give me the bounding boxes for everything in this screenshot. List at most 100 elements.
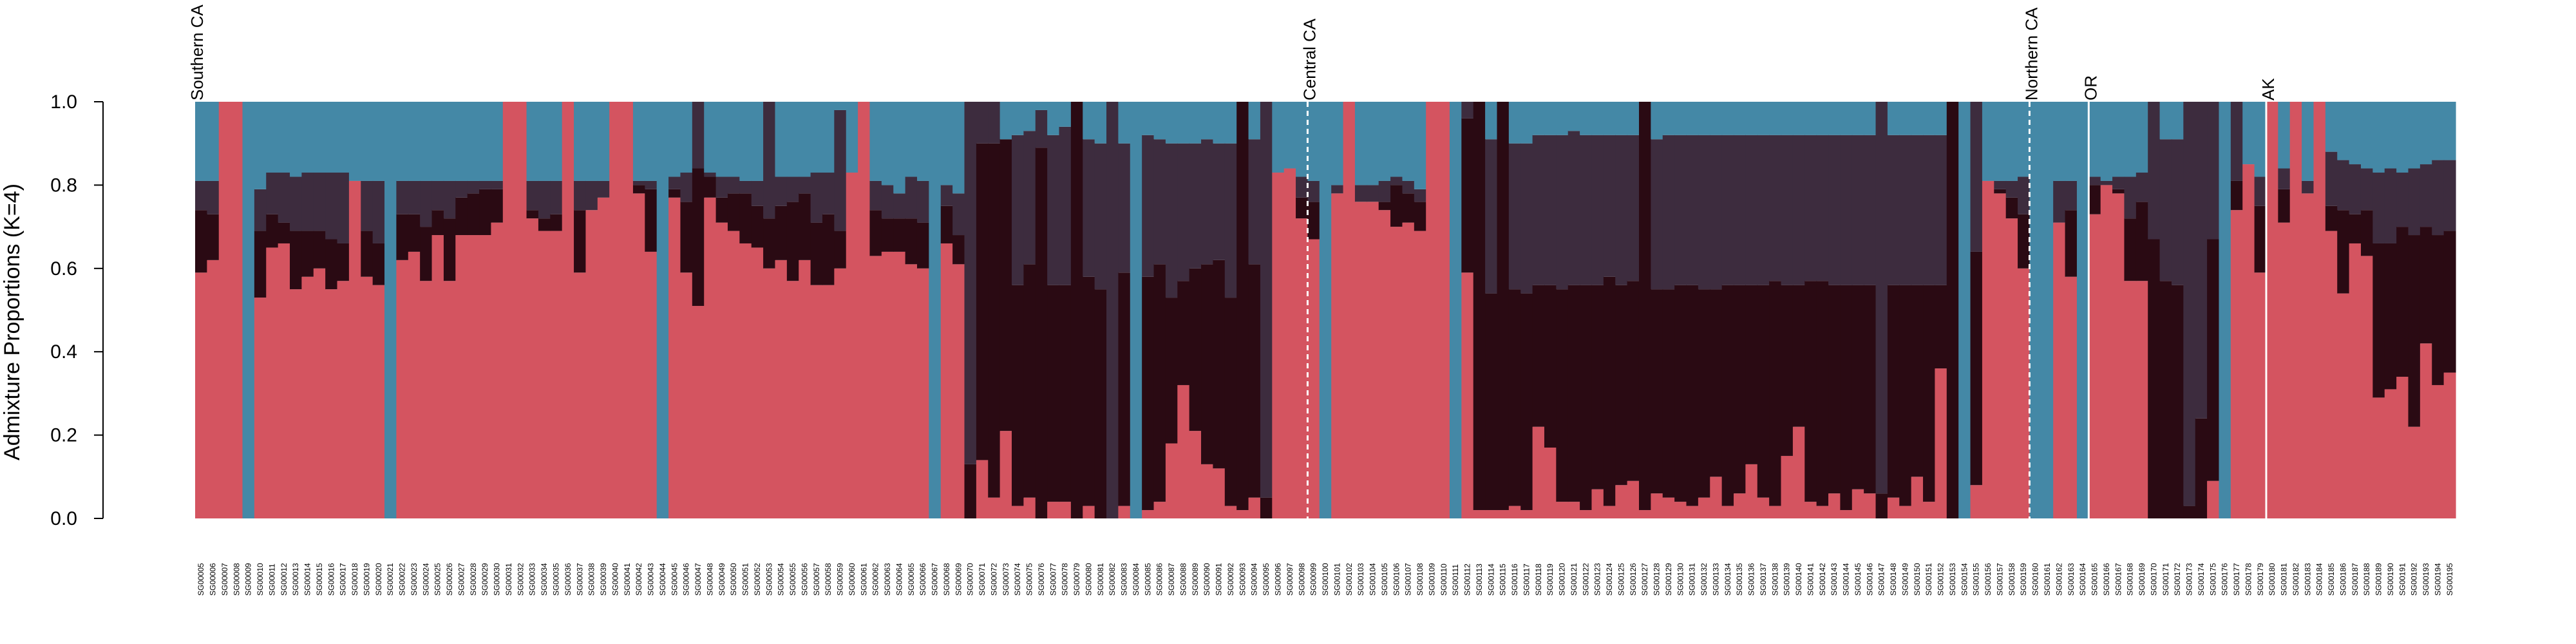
bar-segment-red [1887,497,1900,518]
bar-segment-mauve [1544,135,1557,285]
bar-segment-dark [905,218,918,265]
bar-segment-mauve [479,180,492,189]
bar-segment-red [218,102,231,518]
bar-segment-dark [396,214,409,260]
x-tick-label: SG00136 [1747,563,1756,596]
x-tick-label: SG00072 [989,563,998,596]
x-tick-label: SG00049 [717,563,726,596]
x-tick-label: SG00048 [705,563,714,596]
x-tick-label: SG00007 [220,563,229,596]
bar-segment-red [1804,502,1817,518]
bar-segment-red [1994,193,2007,518]
bar-segment-dark [1816,281,1829,506]
bar-segment-dark [1615,285,1628,486]
bar-segment-dark [2384,243,2397,390]
bar-segment-blue [1354,102,1367,185]
x-tick-label: SG00008 [232,563,241,596]
bar-segment-dark [1189,268,1202,431]
y-tick-label: 0.8 [50,175,77,196]
bar-segment-mauve [526,180,539,211]
bar-segment-red [1852,489,1864,518]
bar-segment-dark [467,193,480,236]
bar-segment-mauve [976,102,989,144]
bar-segment-mauve [585,180,598,211]
bar-segment-mauve [692,102,705,169]
bar-segment-mauve [1615,135,1628,285]
bar-segment-blue [1307,102,1320,181]
x-tick-label: SG00022 [398,563,407,596]
bar-segment-mauve [266,172,279,214]
bar-segment-dark [2065,210,2078,277]
bar-segment-mauve [2278,168,2291,189]
bar-segment-blue [242,102,255,518]
population-label: Central CA [1300,18,1319,100]
x-tick-label: SG00044 [658,563,667,596]
x-tick-label: SG00102 [1345,563,1354,596]
bar-segment-blue [1485,102,1498,140]
bar-segment-red [1721,506,1734,518]
bar-segment-red [2230,210,2243,518]
x-tick-label: SG00029 [480,563,489,596]
bar-segment-red [361,276,374,518]
bar-segment-blue [254,102,267,189]
x-tick-label: SG00024 [421,563,430,596]
bar-segment-blue [2076,102,2089,518]
x-tick-label: SG00144 [1842,563,1851,596]
bar-segment-blue [1414,102,1426,189]
bar-segment-mauve [1591,135,1604,285]
bar-segment-red [1567,502,1580,518]
x-tick-label: SG00138 [1770,563,1779,596]
bar-segment-dark [1213,260,1226,469]
x-tick-label: SG00179 [2256,563,2265,596]
x-tick-label: SG00047 [694,563,703,596]
bar-segment-dark [1508,289,1521,506]
bar-segment-red [834,268,847,518]
bar-segment-red [1437,102,1450,518]
bar-segment-red [645,251,658,518]
bar-segment-mauve [1994,180,2007,189]
x-tick-label: SG00149 [1900,563,1909,596]
bar-segment-red [999,431,1012,518]
bar-segment-mauve [2302,180,2315,194]
bar-segment-mauve [916,180,929,223]
bar-segment-blue [1130,102,1142,518]
bar-segment-red [1781,455,1794,518]
bar-segment-dark [834,231,847,269]
x-tick-label: SG00111 [1451,564,1460,596]
bar-segment-blue [290,102,302,177]
bar-segment-mauve [1106,102,1119,518]
x-tick-label: SG00065 [907,563,916,596]
x-tick-label: SG00157 [1995,563,2004,596]
x-tick-label: SG00181 [2280,563,2289,596]
bar-segment-mauve [834,109,847,231]
bar-segment-mauve [1734,135,1746,285]
bar-segment-blue [278,102,290,173]
bar-segment-red [1012,506,1024,518]
bar-segment-dark [1083,276,1095,506]
y-tick-label: 1.0 [50,91,77,113]
x-tick-label: SG00170 [2149,563,2158,596]
bar-segment-dark [1852,285,1864,489]
bar-segment-red [266,247,279,518]
bar-segment-blue [1059,102,1072,127]
x-tick-label: SG00148 [1889,563,1898,596]
bar-segment-dark [1994,189,2007,194]
x-tick-label: SG00058 [824,563,833,596]
bar-segment-red [290,289,302,518]
bar-segment-dark [1307,202,1320,240]
x-tick-label: SG00051 [741,563,750,596]
bar-segment-dark [680,202,693,273]
stacked-bars [195,102,2456,519]
bar-segment-blue [668,102,681,177]
x-tick-label: SG00063 [883,563,892,596]
bar-segment-dark [881,218,894,252]
bar-segment-mauve [467,180,480,194]
bar-segment-blue [1734,102,1746,135]
bar-segment-mauve [1603,135,1616,277]
bar-segment-red [1283,168,1296,518]
bar-segment-red [1059,502,1072,518]
bar-segment-blue [1094,102,1107,144]
bar-segment-dark [1875,493,1888,518]
bar-segment-red [1840,510,1853,518]
bar-segment-blue [869,102,882,181]
